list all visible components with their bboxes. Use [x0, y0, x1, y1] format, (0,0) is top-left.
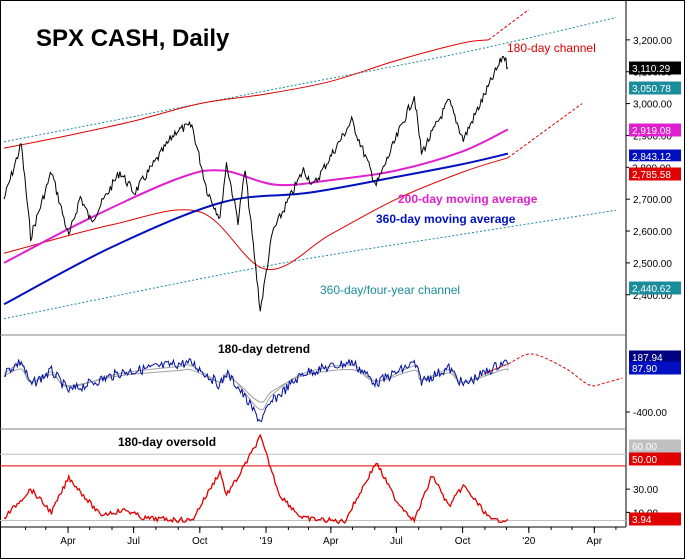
y-tick-label: 3,000.00: [633, 100, 672, 111]
x-tick-label: '19: [260, 536, 273, 547]
200-day-moving-average-line: [3, 128, 509, 264]
value-label-box: [629, 350, 681, 364]
detrend-panel-title: 180-day detrend: [218, 342, 310, 356]
value-label-box: [629, 452, 681, 466]
value-label-text: 187.94: [632, 353, 663, 364]
x-tick-label: Apr: [587, 536, 603, 547]
value-label-text: 2,919.08: [632, 126, 671, 137]
x-tick-label: Apr: [60, 536, 76, 547]
value-label-text: 2,843.12: [632, 152, 671, 163]
y-tick-label: 2,600.00: [633, 227, 672, 238]
four-year-channel-upper: [3, 17, 617, 143]
x-tick-label: '20: [522, 536, 535, 547]
y-tick-label: 2,400.00: [633, 291, 672, 302]
x-tick-label: Oct: [455, 536, 471, 547]
chart-title: SPX CASH, Daily: [36, 25, 230, 52]
spx-price-line: [3, 56, 509, 312]
value-label-box: [629, 123, 681, 137]
value-label-text: 2,440.62: [632, 284, 671, 295]
y-tick-label: 2,900.00: [633, 131, 672, 142]
detrend-projection: [484, 353, 623, 387]
180-day-channel-lower-projection: [507, 103, 583, 159]
180-day-channel-upper: [3, 39, 489, 149]
value-label-box: [629, 281, 681, 295]
value-label-text: 3,110.29: [632, 64, 671, 75]
180-day-channel-upper-projection: [488, 9, 530, 41]
value-label-box: [629, 149, 681, 163]
value-label-box: [629, 167, 681, 181]
y-tick-label: 2,700.00: [633, 195, 672, 206]
value-label-box: [629, 361, 681, 375]
oversold-panel-title: 180-day oversold: [118, 435, 216, 449]
360-day-moving-average-line: [3, 152, 509, 306]
value-label-box: [629, 439, 681, 453]
annotation-180-day-channel: 180-day channel: [507, 41, 596, 55]
x-tick-label: Jul: [390, 536, 403, 547]
x-tick-label: Apr: [323, 536, 339, 547]
detrend-line: [3, 358, 509, 423]
value-label-text: 3.94: [632, 515, 652, 526]
value-label-box: [629, 512, 681, 526]
value-label-text: 50.00: [632, 455, 657, 466]
y-tick-label: -400.00: [633, 408, 667, 419]
x-tick-label: Jul: [127, 536, 140, 547]
value-label-text: 87.90: [632, 364, 657, 375]
annotation-200-day-ma: 200-day moving average: [398, 192, 538, 206]
y-tick-label: 30.00: [633, 485, 658, 496]
value-label-box: [629, 81, 681, 95]
value-label-box: [629, 61, 681, 75]
annotation-360-day-ma: 360-day moving average: [376, 212, 516, 226]
oversold-line: [3, 433, 509, 525]
detrend-smooth-band: [3, 363, 509, 411]
y-tick-label: 3,200.00: [633, 36, 672, 47]
x-tick-label: Oct: [192, 536, 208, 547]
value-label-text: 3,050.78: [632, 84, 671, 95]
value-label-text: 2,785.58: [632, 170, 671, 181]
y-tick-label: 2,500.00: [633, 259, 672, 270]
value-label-text: 60.00: [632, 442, 657, 453]
180-day-channel-lower: [3, 157, 509, 271]
annotation-four-year-channel: 360-day/four-year channel: [320, 283, 460, 297]
